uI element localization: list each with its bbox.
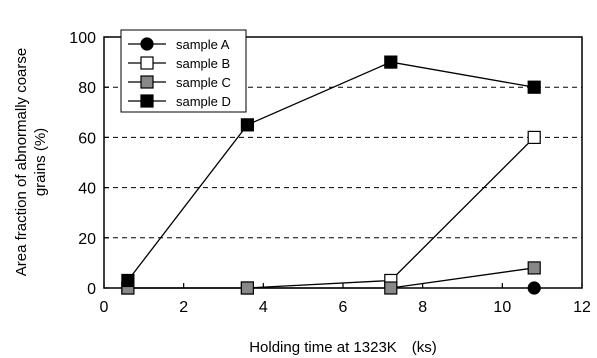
data-point-sample-c bbox=[527, 261, 541, 275]
y-axis-title-line1: Area fraction of abnormally coarse bbox=[13, 48, 30, 276]
series-sample-a bbox=[527, 281, 541, 295]
x-tick-label: 2 bbox=[179, 299, 188, 316]
legend-label-sample-b: sample B bbox=[176, 56, 230, 71]
series-sample-d bbox=[121, 55, 541, 288]
x-tick-label: 8 bbox=[418, 299, 427, 316]
y-tick-label: 0 bbox=[87, 281, 96, 298]
grid-lines bbox=[104, 86, 582, 239]
data-point-sample-c bbox=[384, 281, 398, 295]
series-sample-b bbox=[121, 130, 541, 295]
data-point-sample-d bbox=[121, 273, 135, 288]
data-point-sample-a bbox=[527, 281, 541, 295]
legend-marker-sample-a bbox=[140, 37, 154, 51]
legend-marker-sample-b bbox=[140, 56, 154, 70]
x-tick-label: 6 bbox=[339, 299, 348, 316]
series-line-sample-b bbox=[127, 136, 535, 289]
data-point-sample-d bbox=[240, 118, 254, 132]
x-tick-label: 12 bbox=[573, 299, 591, 316]
series-line-sample-c bbox=[127, 267, 535, 289]
x-axis-title: Holding time at 1323K (ks) bbox=[249, 339, 437, 356]
axis-ticks: 0 20 40 60 80 100 0 2 4 6 8 10 12 bbox=[69, 30, 591, 316]
data-point-sample-b bbox=[527, 130, 541, 144]
x-tick-label: 4 bbox=[259, 299, 268, 316]
series-line-sample-d bbox=[127, 61, 535, 281]
legend-label-sample-c: sample C bbox=[176, 75, 231, 90]
y-tick-label: 20 bbox=[78, 231, 96, 248]
data-point-sample-d bbox=[384, 55, 398, 69]
data-point-sample-d bbox=[527, 80, 541, 94]
legend-label-sample-d: sample D bbox=[176, 94, 231, 109]
y-tick-label: 100 bbox=[69, 30, 96, 47]
y-tick-label: 60 bbox=[78, 130, 96, 147]
series-sample-c bbox=[121, 261, 541, 295]
data-point-sample-c bbox=[240, 281, 254, 295]
legend: sample A sample B sample C sample D bbox=[120, 29, 247, 113]
y-tick-label: 80 bbox=[78, 80, 96, 97]
y-tick-label: 40 bbox=[78, 181, 96, 198]
series-layer bbox=[121, 55, 541, 295]
legend-marker-sample-d bbox=[140, 94, 154, 108]
legend-label-sample-a: sample A bbox=[176, 37, 230, 52]
x-tick-label: 10 bbox=[493, 299, 511, 316]
legend-marker-sample-c bbox=[140, 75, 154, 89]
x-tick-label: 0 bbox=[100, 299, 109, 316]
y-axis-title-line2: grains (%) bbox=[32, 128, 49, 196]
